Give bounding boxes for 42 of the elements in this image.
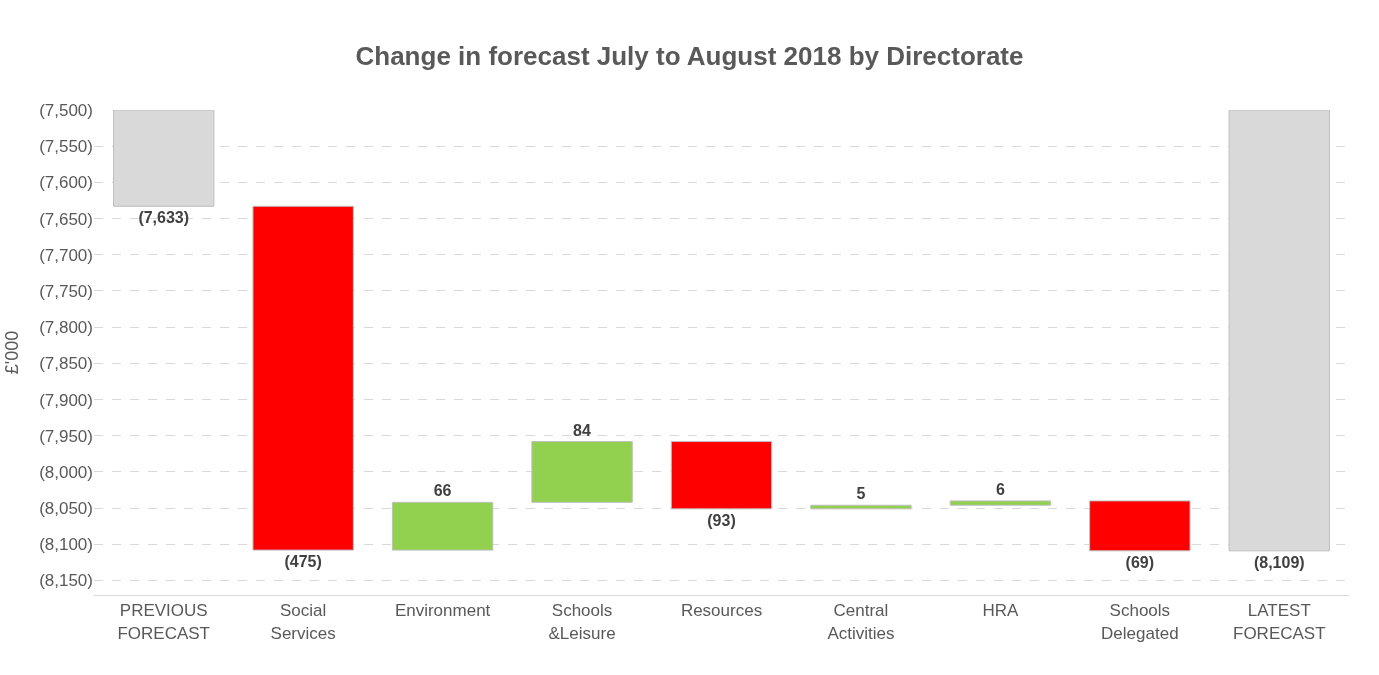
data-label: 84 xyxy=(573,421,592,439)
bar xyxy=(1089,500,1191,552)
y-tick-label: (7,950) xyxy=(39,426,93,446)
data-label: (7,633) xyxy=(138,209,190,227)
y-tick-label: (7,650) xyxy=(39,209,93,229)
bar xyxy=(670,441,773,510)
bar xyxy=(1228,110,1330,552)
data-label: (93) xyxy=(707,511,736,529)
y-tick-label: (7,550) xyxy=(39,137,93,157)
data-label: (8,109) xyxy=(1253,553,1305,571)
y-tick-label: (7,900) xyxy=(39,390,93,410)
y-axis-title: £'000 xyxy=(2,330,23,375)
y-tick-label: (7,800) xyxy=(39,318,93,338)
y-tick-label: (7,850) xyxy=(39,354,93,374)
x-tick-label: Schools Delegated xyxy=(1101,601,1179,643)
bar xyxy=(252,205,354,551)
bar xyxy=(391,501,494,551)
y-tick-label: (7,750) xyxy=(39,281,93,301)
x-tick-label: Environment xyxy=(394,601,491,621)
x-tick-label: Schools &Leisure xyxy=(548,601,616,643)
data-label: (475) xyxy=(284,553,322,571)
x-tick-label: LATEST FORECAST xyxy=(1233,601,1326,643)
x-tick-label: HRA xyxy=(982,601,1019,621)
bar xyxy=(949,500,1052,506)
y-tick-label: (8,150) xyxy=(39,571,93,591)
y-tick-label: (7,700) xyxy=(39,245,93,265)
data-label: 66 xyxy=(433,482,452,500)
y-tick-label: (8,050) xyxy=(39,499,93,519)
data-label: 5 xyxy=(856,485,866,503)
x-tick-label: PREVIOUS FORECAST xyxy=(117,601,210,643)
y-tick-label: (7,500) xyxy=(39,100,93,120)
y-tick-label: (7,600) xyxy=(39,173,93,193)
y-tick-label: (8,000) xyxy=(39,462,93,482)
bar xyxy=(531,441,633,503)
data-label: (69) xyxy=(1125,553,1155,571)
x-tick-label: Social Services xyxy=(270,601,336,643)
x-tick-label: Resources xyxy=(680,601,763,621)
chart-title: Change in forecast July to August 2018 by Directorate xyxy=(355,41,1024,72)
x-tick-label: Central Activities xyxy=(827,601,895,643)
data-label: 6 xyxy=(995,480,1005,498)
bar xyxy=(810,504,912,510)
y-tick-label: (8,100) xyxy=(39,535,93,555)
